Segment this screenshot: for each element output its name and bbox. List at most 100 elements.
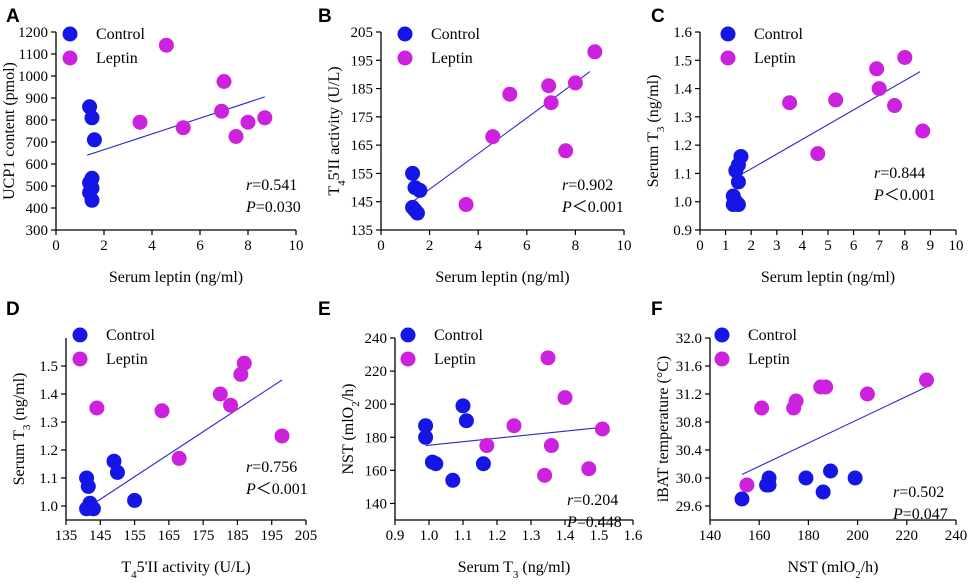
control-point xyxy=(86,132,102,148)
legend-marker-control xyxy=(714,327,730,343)
p-value: P=0.047 xyxy=(892,506,948,523)
y-tick-label: 400 xyxy=(26,201,49,217)
legend-marker-leptin xyxy=(397,50,413,66)
legend-marker-leptin xyxy=(72,351,88,367)
x-tick-label: 8 xyxy=(244,238,252,254)
legend-label-leptin: Leptin xyxy=(434,351,476,368)
y-tick-label: 240 xyxy=(365,331,388,347)
y-tick-label: 32.0 xyxy=(676,331,702,347)
x-tick-label: 1.6 xyxy=(624,528,643,544)
leptin-point xyxy=(506,418,522,434)
x-axis-title: NST (mlO2/h) xyxy=(788,559,879,581)
x-tick-label: 2 xyxy=(426,238,434,254)
control-point xyxy=(109,464,125,480)
x-tick-label: 6 xyxy=(196,238,204,254)
leptin-point xyxy=(458,197,474,213)
leptin-point xyxy=(810,146,826,162)
control-point xyxy=(455,398,471,414)
leptin-point xyxy=(567,75,583,91)
y-tick-label: 1.2 xyxy=(673,138,692,154)
leptin-point xyxy=(132,114,148,130)
control-point xyxy=(725,197,741,213)
panel-label: C xyxy=(651,6,665,27)
leptin-point xyxy=(869,61,885,77)
x-tick-label: 8 xyxy=(901,238,909,254)
legend-label-leptin: Leptin xyxy=(431,50,473,67)
y-tick-label: 1.0 xyxy=(39,499,58,515)
legend-label-control: Control xyxy=(754,26,803,43)
regression-line xyxy=(733,71,921,180)
legend-label-leptin: Leptin xyxy=(106,351,148,368)
x-tick-label: 6 xyxy=(850,238,858,254)
leptin-point xyxy=(739,477,755,493)
legend-label-control: Control xyxy=(106,327,155,344)
x-axis-title: Serum leptin (ng/ml) xyxy=(109,269,243,286)
x-tick-label: 1.1 xyxy=(454,528,473,544)
x-tick-label: 4 xyxy=(148,238,156,254)
leptin-point xyxy=(871,81,887,97)
panel-f: F 140 160 180 200 220 240 29.6 30.0 30.4 30.8 31.2 3… xyxy=(651,299,967,581)
x-tick-label: 0 xyxy=(52,238,60,254)
legend-label-control: Control xyxy=(96,26,145,43)
x-tick-label: 10 xyxy=(949,238,964,254)
leptin-point xyxy=(502,86,518,102)
legend-marker-leptin xyxy=(714,351,730,367)
leptin-point xyxy=(828,92,844,108)
x-tick-label: 160 xyxy=(748,528,771,544)
leptin-point xyxy=(257,110,273,126)
correlation-r: r=0.541 xyxy=(246,177,297,194)
legend-marker-control xyxy=(397,26,413,42)
correlation-r: r=0.502 xyxy=(893,484,944,501)
panel-b: B 0 2 4 6 8 10 135 145 155 165 175 185 195 205 Serum le… xyxy=(318,6,632,286)
leptin-point xyxy=(915,123,931,139)
leptin-point xyxy=(158,37,174,53)
leptin-point xyxy=(485,129,501,145)
p-value: P＜0.001 xyxy=(245,481,308,498)
x-tick-label: 4 xyxy=(474,238,482,254)
control-point xyxy=(127,492,143,508)
control-point xyxy=(418,429,434,445)
x-tick-label: 195 xyxy=(260,528,283,544)
y-tick-label: 1.0 xyxy=(673,195,692,211)
y-tick-label: 155 xyxy=(351,166,374,182)
y-tick-label: 31.2 xyxy=(676,387,702,403)
leptin-point xyxy=(541,78,557,94)
control-point xyxy=(730,174,746,190)
legend-label-leptin: Leptin xyxy=(748,351,790,368)
x-tick-label: 175 xyxy=(192,528,215,544)
x-tick-label: 155 xyxy=(123,528,146,544)
regression-line xyxy=(425,426,603,447)
y-axis-title: Serum T3 (ng/ml) xyxy=(11,373,33,486)
x-tick-label: 6 xyxy=(523,238,531,254)
control-point xyxy=(815,484,831,500)
panel-a: A 0 2 4 6 8 10 300 400 500 600 700 800 900 1000 1100 120… xyxy=(1,6,304,286)
x-tick-label: 185 xyxy=(226,528,249,544)
x-tick-label: 5 xyxy=(824,238,832,254)
x-tick-label: 8 xyxy=(572,238,580,254)
leptin-point xyxy=(918,372,934,388)
x-tick-label: 3 xyxy=(773,238,781,254)
x-tick-label: 0 xyxy=(377,238,385,254)
leptin-point xyxy=(154,403,170,419)
legend-marker-control xyxy=(400,327,416,343)
legend-marker-leptin xyxy=(62,50,78,66)
legend-label-leptin: Leptin xyxy=(96,50,138,67)
y-tick-label: 29.6 xyxy=(676,499,703,515)
control-point xyxy=(734,491,750,507)
panel-e: E 0.9 1.0 1.1 1.2 1.3 1.4 1.5 1.6 140 160 180 200 220… xyxy=(318,299,643,581)
correlation-r: r=0.204 xyxy=(567,492,618,509)
y-tick-label: 200 xyxy=(365,397,388,413)
control-point xyxy=(405,165,421,181)
y-tick-label: 30.4 xyxy=(676,443,703,459)
y-axis-title: Serum T3 (ng/ml) xyxy=(645,75,667,188)
x-tick-label: 1.3 xyxy=(522,528,541,544)
x-axis-title: Serum T3 (ng/ml) xyxy=(458,559,571,581)
panel-c: C 0 1 2 3 4 5 6 7 8 9 10 0.9 1.0 1.1 1.2 1.3 1.4 1.5 1.6 Ser… xyxy=(645,6,964,286)
y-tick-label: 1000 xyxy=(18,69,48,85)
y-tick-label: 800 xyxy=(26,113,49,129)
y-tick-label: 300 xyxy=(26,223,49,239)
leptin-point xyxy=(594,421,610,437)
x-tick-label: 200 xyxy=(846,528,869,544)
y-tick-label: 1.6 xyxy=(673,25,692,41)
